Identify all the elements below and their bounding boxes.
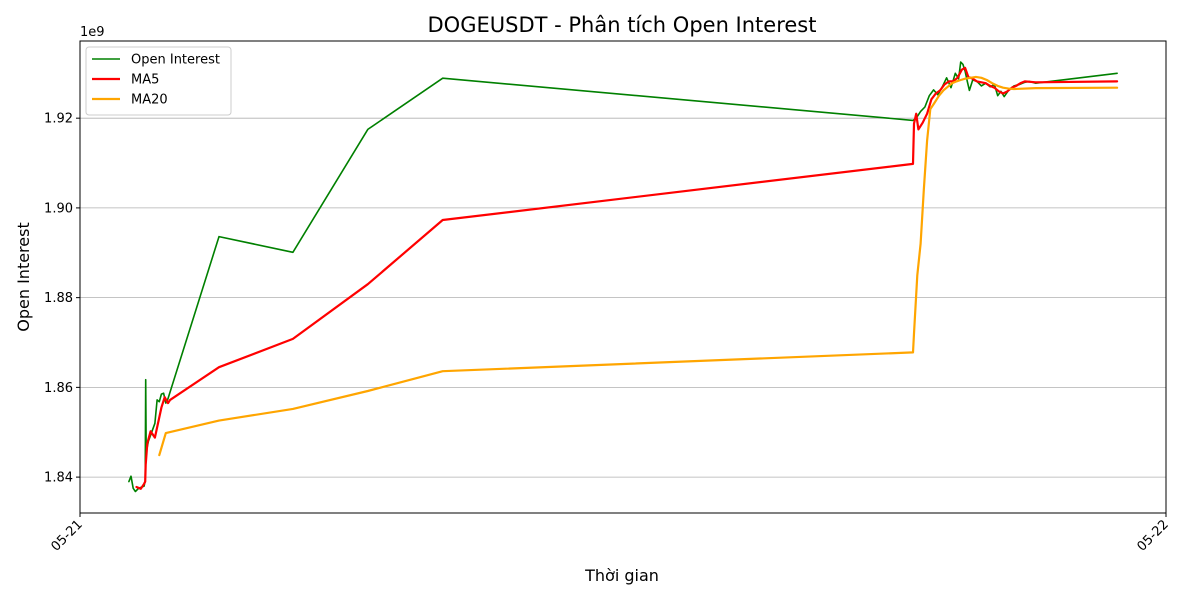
y-tick-label: 1.92 xyxy=(44,112,73,127)
y-tick-label: 1.84 xyxy=(44,471,73,486)
plot-area xyxy=(80,41,1166,513)
x-tick-label: 05-22 xyxy=(1135,517,1172,554)
legend-box xyxy=(85,46,232,116)
plot-frame xyxy=(79,40,1167,514)
legend-label: Open Interest xyxy=(131,53,220,68)
y-tick-label: 1.88 xyxy=(44,291,73,306)
legend-label: MA20 xyxy=(131,93,168,108)
grid-lines xyxy=(80,117,1166,478)
y-axis-ticks: 1.84 1.86 1.88 1.90 1.92 xyxy=(44,112,80,486)
legend-label: MA5 xyxy=(131,73,159,88)
x-axis-label: Thời gian xyxy=(584,566,659,585)
series-layer xyxy=(128,61,1119,493)
x-axis-ticks: 05-21 05-22 xyxy=(49,513,1172,555)
legend: Open Interest MA5 MA20 xyxy=(85,46,232,116)
series-line-ma20 xyxy=(158,75,1119,457)
y-offset-label: 1e9 xyxy=(80,25,105,40)
y-axis-label: Open Interest xyxy=(14,222,33,331)
x-tick-label: 05-21 xyxy=(49,517,86,554)
chart-title: DOGEUSDT - Phân tích Open Interest xyxy=(428,13,817,37)
series-line-ma5 xyxy=(135,66,1119,490)
y-tick-label: 1.86 xyxy=(44,381,73,396)
y-tick-label: 1.90 xyxy=(44,201,73,216)
